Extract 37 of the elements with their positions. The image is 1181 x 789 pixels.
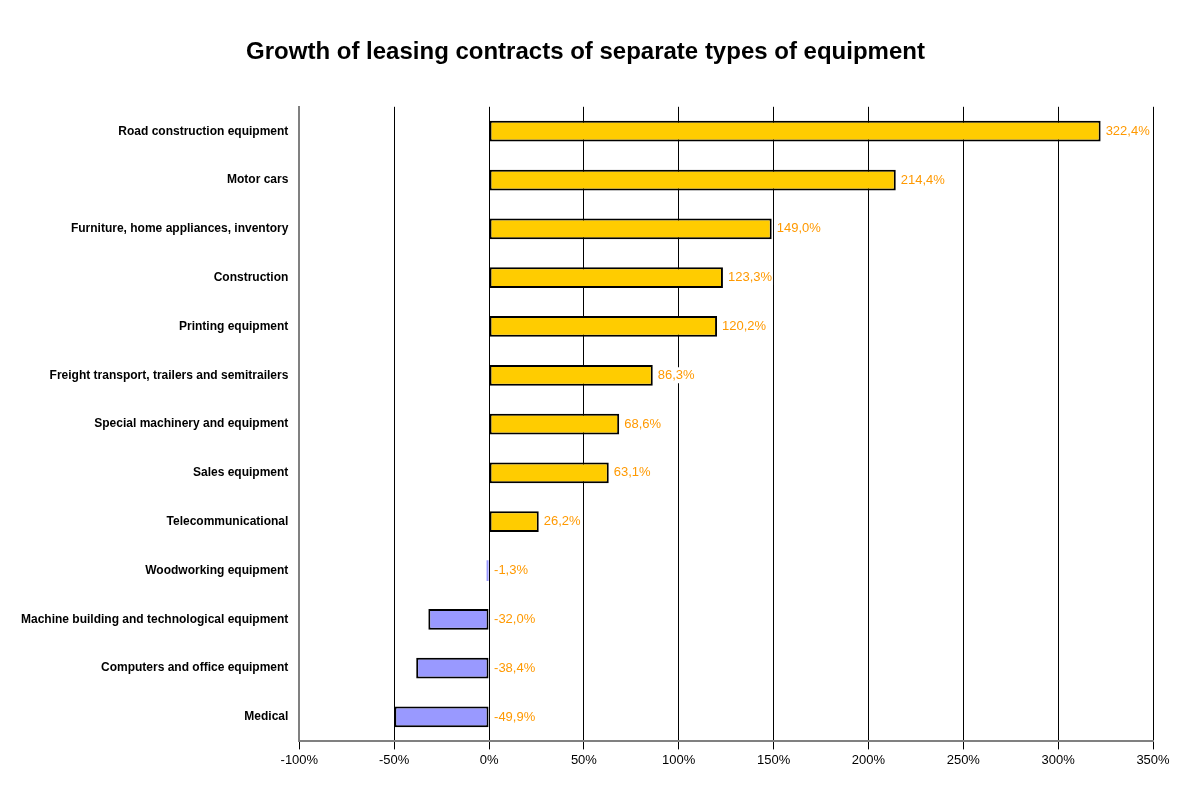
y-tick-label: Motor cars <box>226 172 289 187</box>
y-tick-label: Printing equipment <box>179 318 289 333</box>
y-tick-label: Telecommunicational <box>166 514 289 529</box>
x-tick-label: 350% <box>1136 751 1171 767</box>
y-tick-label: Woodworking equipment <box>145 562 289 577</box>
data-label: -38,4% <box>494 659 536 675</box>
y-tick-label: Medical <box>244 709 289 724</box>
x-tick-label: 100% <box>662 751 696 767</box>
data-label: 322,4% <box>1105 122 1151 138</box>
x-tick-label: -100% <box>280 751 319 767</box>
data-label: -32,0% <box>494 610 536 626</box>
x-tick-label: 300% <box>1041 751 1076 767</box>
x-tick-label: 0% <box>479 751 499 767</box>
data-label: -49,9% <box>494 708 536 724</box>
y-tick-label: Construction <box>213 269 289 284</box>
y-tick-label: Special machinery and equipment <box>94 416 289 431</box>
y-tick-label: Computers and office equipment <box>100 660 289 675</box>
data-label: 120,2% <box>722 318 767 334</box>
chart-title: Growth of leasing contracts of separate types of equipment <box>246 37 925 65</box>
x-tick-label: 50% <box>570 751 598 767</box>
y-tick-label: Sales equipment <box>192 465 289 480</box>
x-tick-label: 250% <box>946 751 981 767</box>
y-tick-label: Freight transport, trailers and semitrailers <box>49 367 289 382</box>
data-label: 86,3% <box>657 366 696 382</box>
y-tick-label: Road construction equipment <box>118 123 289 138</box>
x-tick-label: -50% <box>379 751 410 767</box>
data-label: 123,3% <box>727 269 773 285</box>
y-tick-label: Furniture, home appliances, inventory <box>70 221 289 236</box>
data-label: 63,1% <box>613 464 652 480</box>
data-label: 26,2% <box>543 513 582 529</box>
y-tick-label: Machine building and technological equipment <box>20 611 289 626</box>
x-tick-label: 150% <box>756 751 791 767</box>
data-label: 149,0% <box>776 220 822 236</box>
data-label: -1,3% <box>494 562 529 578</box>
data-label: 68,6% <box>624 415 662 431</box>
data-label: 214,4% <box>900 171 946 187</box>
x-tick-label: 200% <box>851 751 886 767</box>
